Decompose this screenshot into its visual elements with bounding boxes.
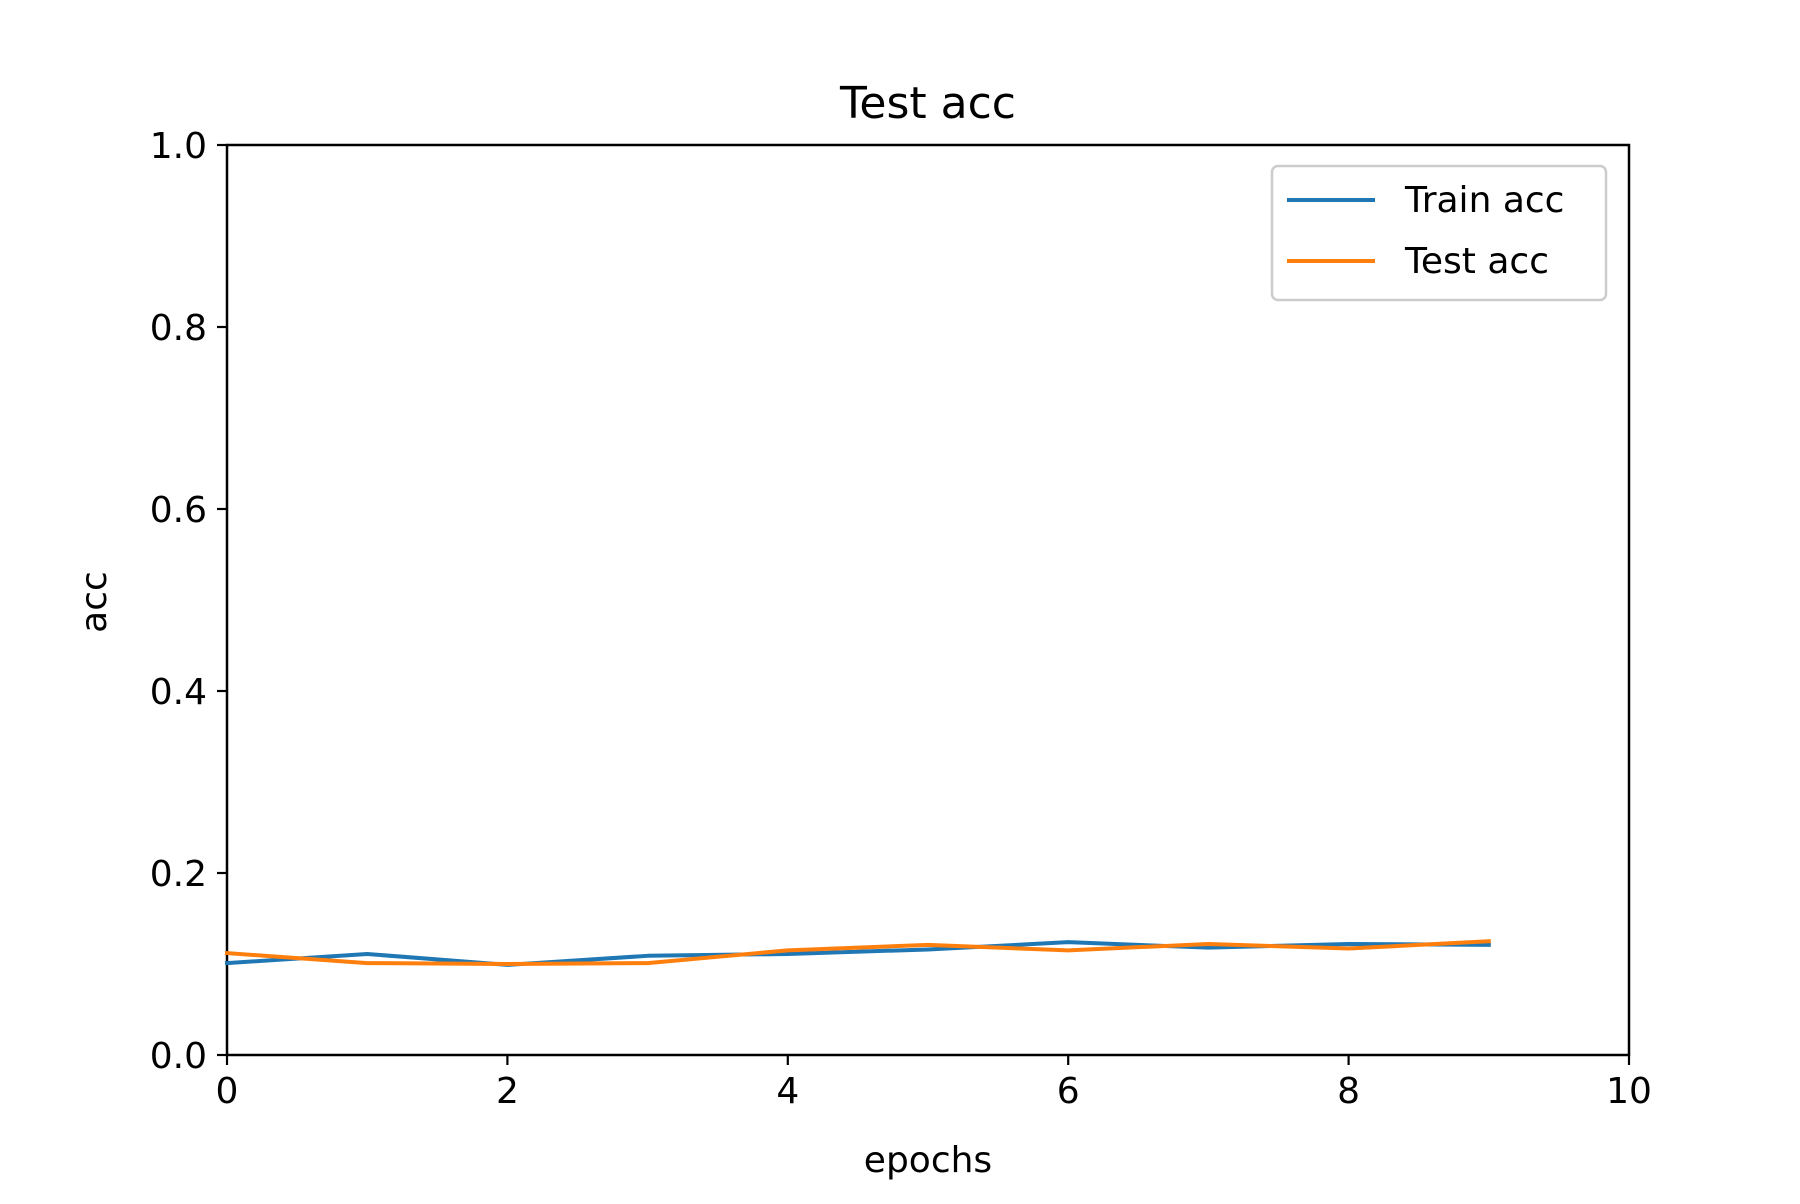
x-tick-label: 2 [496,1071,519,1112]
y-tick-label: 0.2 [150,854,207,895]
series-line-test-acc [224,939,1491,966]
legend-label: Train acc [1404,180,1564,221]
y-tick-label: 0.0 [150,1036,207,1077]
legend: Train acc Test acc [1270,164,1608,302]
series-group [224,939,1491,967]
x-tick-label: 0 [216,1071,239,1112]
x-axis: 0 2 4 6 8 10 [216,1055,1652,1112]
y-tick-label: 0.8 [150,308,207,349]
y-axis-label: acc [74,571,115,633]
legend-label: Test acc [1404,241,1549,282]
x-tick-label: 6 [1057,1071,1080,1112]
y-axis: 0.0 0.2 0.4 0.6 0.8 1.0 [150,126,227,1077]
x-tick-label: 4 [776,1071,799,1112]
y-tick-label: 1.0 [150,126,207,167]
y-tick-label: 0.4 [150,672,207,713]
y-tick-label: 0.6 [150,490,207,531]
x-axis-label: epochs [864,1140,992,1181]
x-tick-label: 10 [1606,1071,1652,1112]
x-tick-label: 8 [1337,1071,1360,1112]
chart-title: Test acc [839,78,1016,129]
